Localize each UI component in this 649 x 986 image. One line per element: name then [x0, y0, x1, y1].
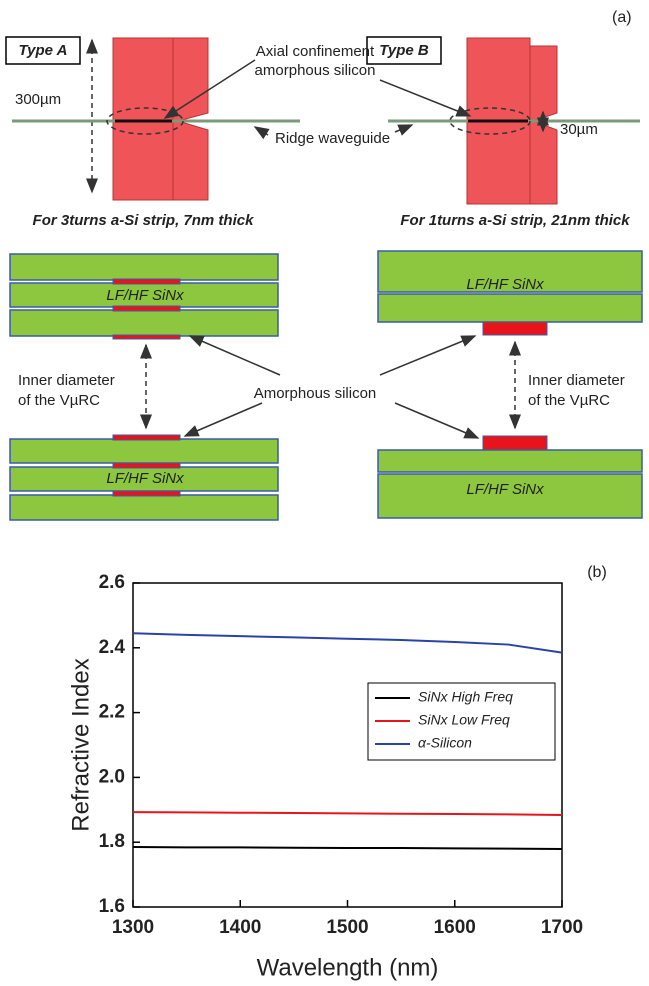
- a-si-layer: [113, 435, 180, 440]
- y-tick-label: 1.6: [99, 896, 125, 917]
- x-tick-label: 1700: [541, 917, 583, 938]
- legend-label: SiNx Low Freq: [418, 712, 510, 728]
- series-line: [133, 812, 562, 815]
- arrow: [190, 336, 280, 375]
- a-si-layer: [483, 436, 547, 450]
- a-si-layer: [113, 306, 180, 311]
- annotation: Ridge waveguide: [275, 130, 390, 147]
- y-tick-label: 2.0: [99, 766, 125, 787]
- legend-label: α-Silicon: [418, 735, 472, 751]
- arrow: [255, 127, 268, 135]
- series-line: [133, 633, 562, 652]
- annotation: Axial confinement: [256, 43, 375, 60]
- x-axis-title: Wavelength (nm): [257, 954, 439, 981]
- caption: For 1turns a-Si strip, 21nm thick: [400, 212, 630, 229]
- x-tick-label: 1400: [219, 917, 261, 938]
- layer: [378, 294, 642, 322]
- x-tick-label: 1300: [112, 917, 154, 938]
- annotation: of the VµRC: [528, 392, 610, 409]
- x-tick-label: 1600: [434, 917, 476, 938]
- type-label: Type B: [379, 42, 429, 59]
- layer: [10, 439, 278, 463]
- layer-label: LF/HF SiNx: [466, 481, 544, 498]
- layer: [10, 254, 278, 280]
- arrow: [395, 125, 412, 132]
- panel-a: (a) Type A Type B 300µm 30µm Axial confi…: [6, 9, 642, 520]
- a-si-layer: [113, 463, 180, 468]
- annotation: Amorphous silicon: [254, 385, 377, 402]
- layer-label: LF/HF SiNx: [466, 276, 544, 293]
- annotation: of the VµRC: [18, 392, 100, 409]
- layer-label: LF/HF SiNx: [106, 470, 184, 487]
- y-tick-label: 2.6: [99, 572, 125, 593]
- y-tick-label: 2.2: [99, 702, 125, 723]
- a-si-layer: [113, 491, 180, 496]
- panel-b: 1.6 1.8 2.0 2.2 2.4 2.6 1300 1400 1500 1600 1700 Wa…: [67, 564, 606, 981]
- a-si-layer: [113, 335, 180, 339]
- type-label: Type A: [19, 42, 68, 59]
- layer: [10, 310, 278, 336]
- layer: [378, 450, 642, 472]
- annotation: amorphous silicon: [255, 62, 376, 79]
- caption: For 3turns a-Si strip, 7nm thick: [33, 212, 255, 229]
- a-si-layer: [483, 322, 547, 335]
- panel-label: (b): [587, 564, 607, 581]
- legend-label: SiNx High Freq: [418, 689, 513, 705]
- annotation: Inner diameter: [18, 372, 115, 389]
- a-si-layer: [113, 279, 180, 284]
- x-tick-label: 1500: [326, 917, 368, 938]
- series-line: [133, 847, 562, 849]
- y-axis-title: Refractive Index: [67, 658, 94, 831]
- figure: (a) Type A Type B 300µm 30µm Axial confi…: [0, 0, 649, 986]
- resonator-block: [113, 38, 208, 200]
- layer: [10, 495, 278, 520]
- arrow: [185, 403, 262, 436]
- arrow: [395, 403, 478, 438]
- arrow: [380, 80, 470, 116]
- panel-label: (a): [612, 9, 632, 26]
- layer-label: LF/HF SiNx: [106, 287, 184, 304]
- y-tick-label: 2.4: [99, 637, 126, 658]
- y-tick-label: 1.8: [99, 831, 125, 852]
- annotation: Inner diameter: [528, 372, 625, 389]
- dimension-label: 30µm: [560, 121, 598, 138]
- dimension-label: 300µm: [15, 91, 61, 108]
- arrow: [380, 336, 475, 375]
